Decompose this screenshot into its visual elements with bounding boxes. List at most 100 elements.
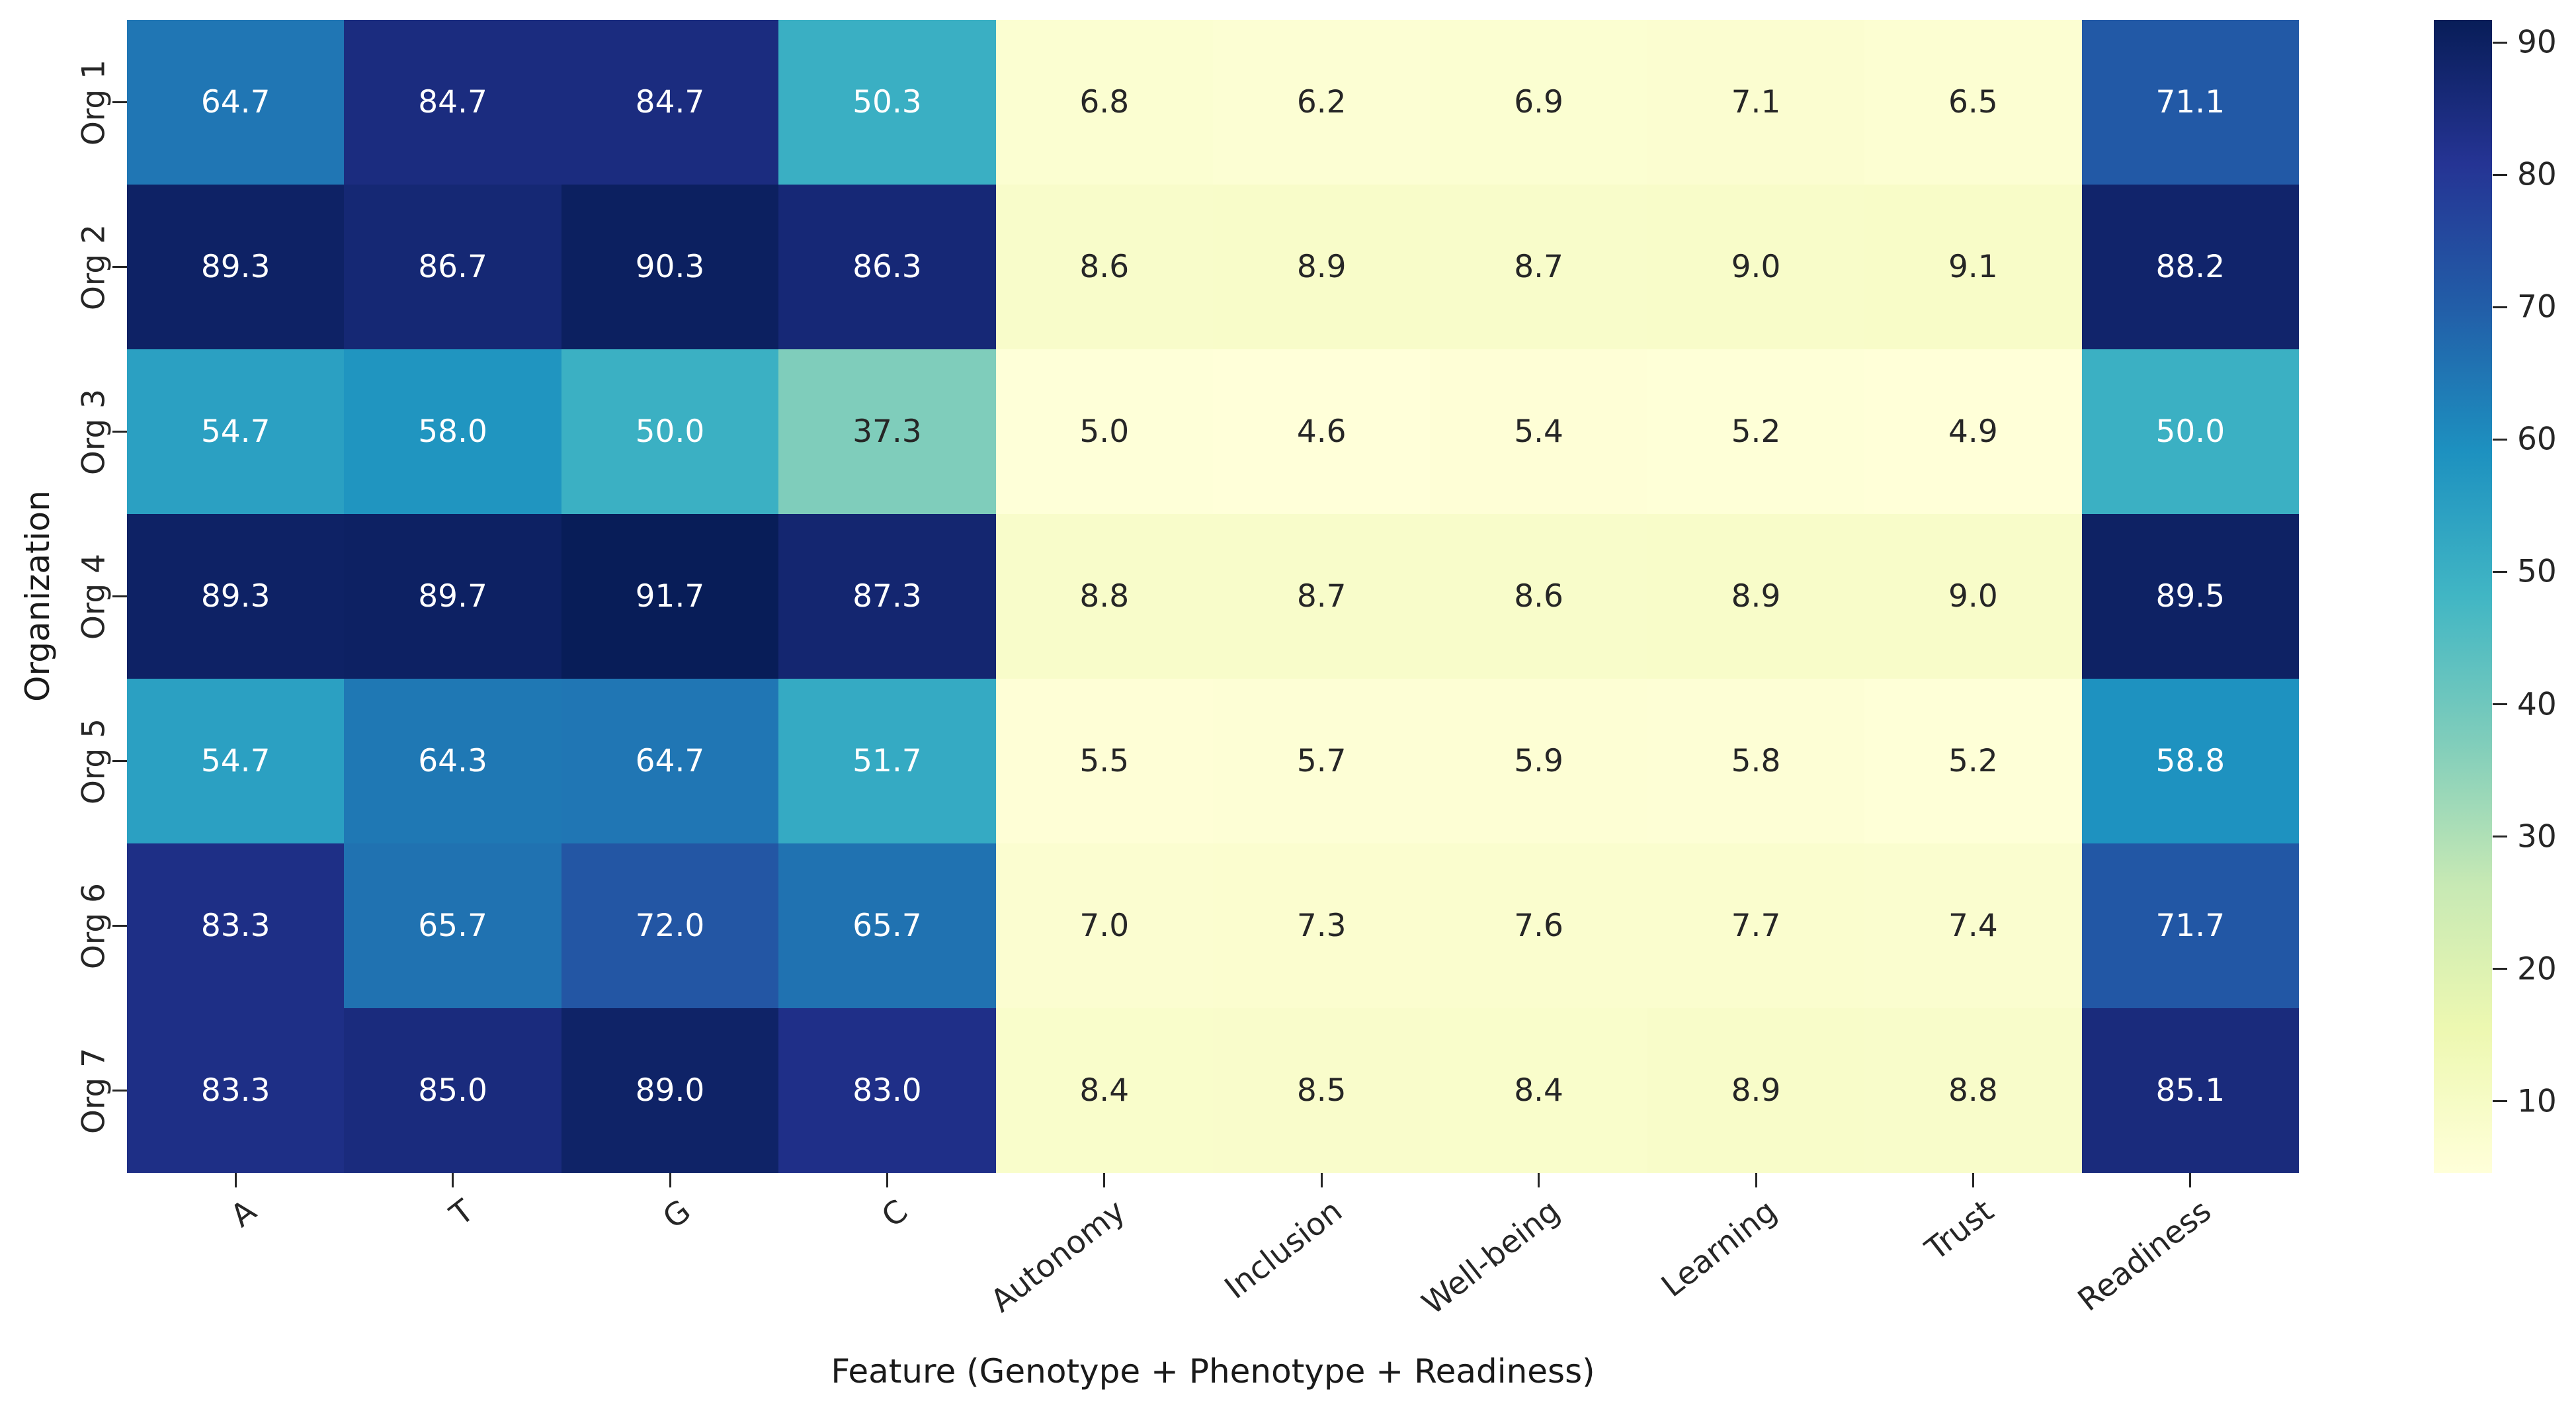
cell-value: 4.6 — [1296, 413, 1347, 450]
cell-value: 89.3 — [200, 578, 270, 615]
cell-value: 8.7 — [1296, 578, 1347, 615]
heatmap-cell: 9.0 — [1647, 185, 1865, 349]
cell-value: 64.7 — [200, 84, 270, 120]
colorbar-tick-mark — [2493, 306, 2507, 308]
cell-value: 8.9 — [1731, 578, 1781, 615]
cell-value: 50.3 — [852, 84, 922, 120]
heatmap-cell: 8.8 — [1864, 1008, 2082, 1173]
y-tick-mark — [112, 101, 127, 103]
heatmap-cell: 58.0 — [344, 349, 561, 514]
heatmap-cell: 90.3 — [561, 185, 779, 349]
cell-value: 71.7 — [2155, 908, 2225, 944]
x-tick-label: Inclusion — [1218, 1193, 1350, 1307]
heatmap-cell: 4.9 — [1864, 349, 2082, 514]
cell-value: 65.7 — [852, 908, 922, 944]
y-tick-mark — [112, 266, 127, 268]
y-tick-label: Org 6 — [75, 882, 112, 969]
heatmap-cell: 83.3 — [127, 1008, 345, 1173]
heatmap-cell: 65.7 — [344, 843, 561, 1008]
x-tick-mark — [886, 1173, 888, 1187]
colorbar-tick-mark — [2493, 968, 2507, 970]
cell-value: 6.2 — [1296, 84, 1347, 120]
y-tick-mark — [112, 925, 127, 927]
cell-value: 8.8 — [1948, 1072, 1998, 1109]
heatmap-cell: 5.9 — [1430, 679, 1647, 843]
cell-value: 4.9 — [1948, 413, 1998, 450]
heatmap-cell: 50.0 — [2081, 349, 2299, 514]
x-tick-mark — [234, 1173, 237, 1187]
cell-value: 9.0 — [1731, 249, 1781, 285]
heatmap-cell: 37.3 — [778, 349, 996, 514]
colorbar-tick-label: 50 — [2517, 553, 2557, 590]
cell-value: 89.7 — [418, 578, 487, 615]
cell-value: 8.9 — [1296, 249, 1347, 285]
cell-value: 9.0 — [1948, 578, 1998, 615]
x-tick-label: Learning — [1655, 1193, 1784, 1305]
cell-value: 83.3 — [200, 908, 270, 944]
colorbar-tick-mark — [2493, 173, 2507, 176]
x-tick-mark — [2189, 1173, 2192, 1187]
heatmap-cell: 8.7 — [1212, 514, 1431, 679]
cell-value: 58.8 — [2155, 743, 2225, 779]
x-tick-label: Trust — [1919, 1193, 2001, 1268]
cell-value: 8.5 — [1296, 1072, 1347, 1109]
cell-value: 8.9 — [1731, 1072, 1781, 1109]
cell-value: 8.4 — [1514, 1072, 1563, 1109]
heatmap-cell: 58.8 — [2081, 679, 2299, 843]
heatmap-cell: 5.0 — [995, 349, 1213, 514]
heatmap-cell: 8.9 — [1647, 514, 1865, 679]
colorbar — [2434, 20, 2492, 1173]
cell-value: 8.4 — [1079, 1072, 1130, 1109]
heatmap-cell: 54.7 — [127, 349, 345, 514]
cell-value: 54.7 — [200, 743, 270, 779]
cell-value: 5.7 — [1296, 743, 1347, 779]
cell-value: 71.1 — [2155, 84, 2225, 120]
heatmap-cell: 6.8 — [995, 20, 1213, 185]
heatmap-cell: 64.7 — [127, 20, 345, 185]
cell-value: 84.7 — [635, 84, 705, 120]
heatmap-cell: 8.9 — [1212, 185, 1431, 349]
cell-value: 8.6 — [1079, 249, 1130, 285]
heatmap-cell: 8.7 — [1430, 185, 1647, 349]
heatmap-cell: 7.3 — [1212, 843, 1431, 1008]
cell-value: 5.8 — [1731, 743, 1781, 779]
cell-value: 87.3 — [852, 578, 922, 615]
cell-value: 86.3 — [852, 249, 922, 285]
heatmap-cell: 5.7 — [1212, 679, 1431, 843]
colorbar-tick-mark — [2493, 438, 2507, 441]
cell-value: 65.7 — [418, 908, 487, 944]
cell-value: 89.5 — [2155, 578, 2225, 615]
cell-value: 7.7 — [1731, 908, 1781, 944]
cell-value: 9.1 — [1948, 249, 1998, 285]
heatmap-cell: 64.7 — [561, 679, 779, 843]
y-axis-title: Organization — [19, 490, 57, 702]
cell-value: 58.0 — [418, 413, 487, 450]
cell-value: 84.7 — [418, 84, 487, 120]
y-tick-label: Org 1 — [75, 59, 112, 146]
colorbar-tick-mark — [2493, 1100, 2507, 1103]
colorbar-tick-mark — [2493, 570, 2507, 573]
cell-value: 8.6 — [1514, 578, 1563, 615]
heatmap-cell: 54.7 — [127, 679, 345, 843]
cell-value: 7.1 — [1731, 84, 1781, 120]
colorbar-tick-label: 10 — [2517, 1083, 2557, 1120]
heatmap-cell: 50.3 — [778, 20, 996, 185]
cell-value: 5.2 — [1731, 413, 1781, 450]
heatmap-cell: 8.6 — [1430, 514, 1647, 679]
heatmap-cell: 85.1 — [2081, 1008, 2299, 1173]
colorbar-tick-mark — [2493, 836, 2507, 838]
heatmap-cell: 9.0 — [1864, 514, 2082, 679]
cell-value: 8.7 — [1514, 249, 1563, 285]
x-tick-mark — [1755, 1173, 1757, 1187]
colorbar-tick-mark — [2493, 703, 2507, 706]
heatmap-cell: 6.5 — [1864, 20, 2082, 185]
x-tick-label: Autonomy — [983, 1193, 1132, 1320]
heatmap-cell: 7.7 — [1647, 843, 1865, 1008]
cell-value: 64.3 — [418, 743, 487, 779]
y-tick-label: Org 3 — [75, 388, 112, 475]
cell-value: 89.0 — [635, 1072, 705, 1109]
cell-value: 5.2 — [1948, 743, 1998, 779]
heatmap-cell: 87.3 — [778, 514, 996, 679]
heatmap-cell: 9.1 — [1864, 185, 2082, 349]
